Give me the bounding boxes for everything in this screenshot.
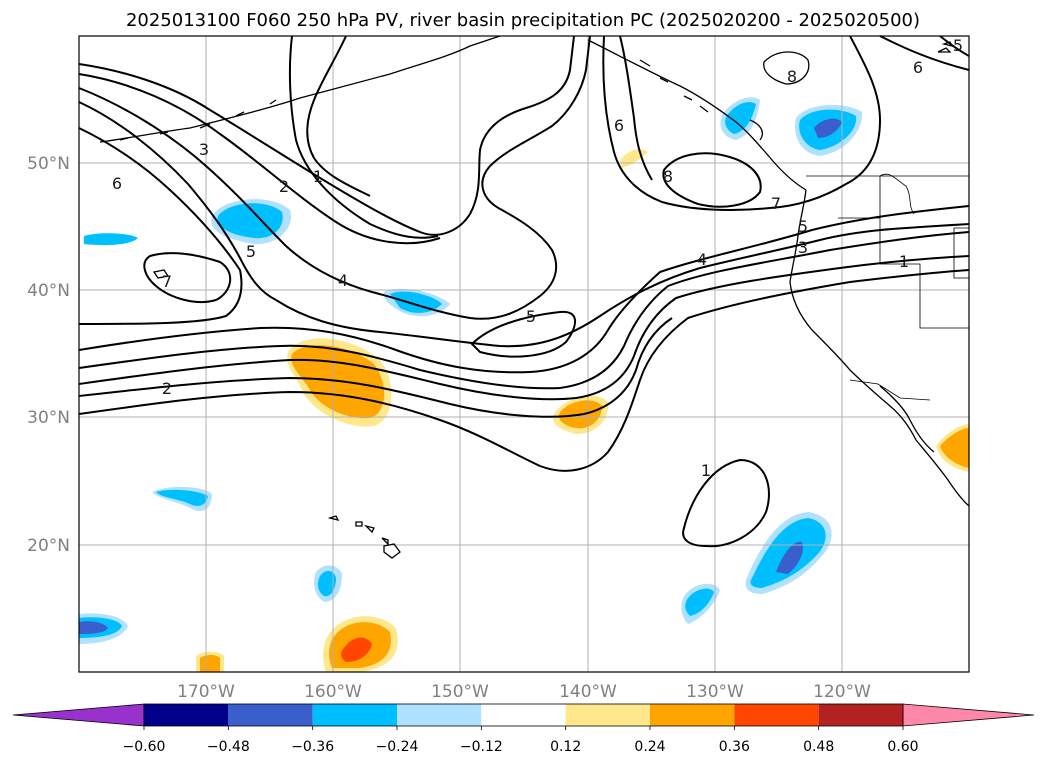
colorbar-segment <box>818 704 903 726</box>
contour-label: 1 <box>701 461 711 480</box>
contour-label: 1 <box>313 167 323 186</box>
gridlines <box>79 36 969 672</box>
contour-label: 8 <box>787 67 797 86</box>
colorbar-tick-label: 0.60 <box>887 739 918 755</box>
colorbar-tick-label: 0.36 <box>719 739 750 755</box>
lat-label-30n: 30°N <box>27 408 70 428</box>
contour-label: 6 <box>112 174 122 193</box>
colorbar-tick-label: 0.48 <box>803 739 834 755</box>
colorbar-segment <box>650 704 735 726</box>
contour-label: 1 <box>899 252 909 271</box>
colorbar-segment <box>481 704 566 726</box>
lat-label-40n: 40°N <box>27 281 70 301</box>
colorbar-segment <box>565 704 650 726</box>
contour-label: 3 <box>199 140 209 159</box>
contour-label: 8 <box>663 167 673 186</box>
colorbar-extend-low <box>12 703 145 727</box>
colorbar-tick-label: −0.24 <box>376 739 419 755</box>
colorbar-tick-label: −0.48 <box>207 739 250 755</box>
lon-label-170w: 170°W <box>177 682 235 702</box>
lat-label-20n: 20°N <box>27 536 70 556</box>
contour-label: 2 <box>162 379 172 398</box>
contour-label: 3 <box>798 238 808 257</box>
contour-label: 2 <box>279 177 289 196</box>
lon-label-130w: 130°W <box>686 682 744 702</box>
lon-axis-labels: 170°W 160°W 150°W 140°W 130°W 120°W <box>177 682 871 702</box>
lon-label-140w: 140°W <box>559 682 617 702</box>
map-frame <box>78 35 970 673</box>
contour-label: 5 <box>953 36 963 55</box>
colorbar-segment <box>144 704 229 726</box>
contour-label: 7 <box>771 194 781 213</box>
contour-label: 4 <box>338 271 348 290</box>
colorbar-frame <box>143 703 904 727</box>
colorbar-tick-label: 0.12 <box>550 739 581 755</box>
pv-contours <box>78 35 970 548</box>
lon-label-160w: 160°W <box>304 682 362 702</box>
colorbar-tick-label: −0.12 <box>460 739 503 755</box>
colorbar-extend-high <box>902 703 1035 727</box>
colorbar-tick-label: −0.36 <box>291 739 334 755</box>
contour-label: 6 <box>614 116 624 135</box>
political-borders <box>806 173 970 401</box>
lat-axis-labels: 20°N 30°N 40°N 50°N <box>27 154 70 556</box>
contour-label: 5 <box>798 217 808 236</box>
lat-label-50n: 50°N <box>27 154 70 174</box>
colorbar-tick-label: −0.60 <box>123 739 166 755</box>
pv-contour-labels: 3 2 1 6 5 4 7 5 6 8 7 5 3 4 1 2 1 8 5 6 <box>112 36 963 480</box>
colorbar-segment <box>734 704 819 726</box>
contour-label: 5 <box>526 307 536 326</box>
contour-label: 6 <box>913 58 923 77</box>
map-panel: 3 2 1 6 5 4 7 5 6 8 7 5 3 4 1 2 1 8 5 6 … <box>27 35 970 702</box>
contour-label: 5 <box>246 242 256 261</box>
colorbar-segment <box>228 704 313 726</box>
contour-label: 7 <box>162 272 172 291</box>
figure-title: 2025013100 F060 250 hPa PV, river basin … <box>126 10 920 31</box>
lon-label-120w: 120°W <box>813 682 871 702</box>
colorbar-tick-label: 0.24 <box>634 739 665 755</box>
contour-label: 4 <box>697 250 707 269</box>
coastlines <box>99 35 970 559</box>
colorbar: −0.60 −0.48 −0.36 −0.24 −0.12 0.12 0.24 0.36 0.4… <box>12 703 1035 755</box>
colorbar-segment <box>397 704 482 726</box>
lon-label-150w: 150°W <box>431 682 489 702</box>
colorbar-segment <box>312 704 397 726</box>
